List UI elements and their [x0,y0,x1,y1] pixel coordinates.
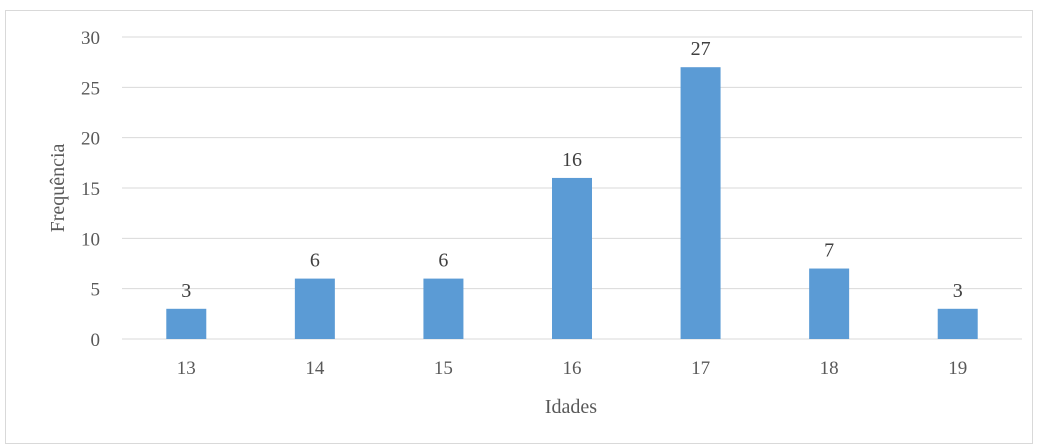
bar-19 [937,308,978,339]
data-label: 3 [953,280,963,302]
x-tick-label: 17 [691,358,710,379]
data-label: 27 [691,38,711,60]
data-labels: 3 6 6 16 27 7 3 [181,38,962,302]
data-label: 3 [181,280,191,302]
x-tick-label: 18 [820,358,839,379]
x-tick-label: 15 [434,358,453,379]
x-tick-label: 19 [948,358,967,379]
chart-frame [5,10,1033,444]
bar-18 [809,268,850,339]
x-tick-label: 16 [563,358,582,379]
bar-16 [552,177,592,339]
x-tick-label: 14 [305,358,325,379]
bars [166,67,978,339]
y-tick-label: 30 [81,28,100,49]
bar-14 [294,278,335,339]
gridlines [122,36,1022,340]
y-tick-label: 0 [91,330,101,351]
y-tick-label: 20 [81,129,100,150]
y-tick-label: 25 [81,78,100,99]
y-axis-title: Frequência [47,143,69,232]
y-tick-label: 10 [81,229,100,250]
y-axis-ticks: 0 5 10 15 20 25 30 [81,28,100,351]
x-tick-label: 13 [177,358,196,379]
y-tick-label: 15 [81,179,100,200]
bar-15 [423,278,464,339]
data-label: 6 [310,250,320,272]
y-tick-label: 5 [91,280,101,301]
data-label: 16 [562,149,582,171]
x-axis-ticks: 13 14 15 16 17 18 19 [177,358,967,379]
data-label: 7 [824,240,834,262]
data-label: 6 [438,250,448,272]
bar-13 [166,308,207,339]
bar-17 [680,67,721,339]
x-axis-title: Idades [545,396,597,418]
